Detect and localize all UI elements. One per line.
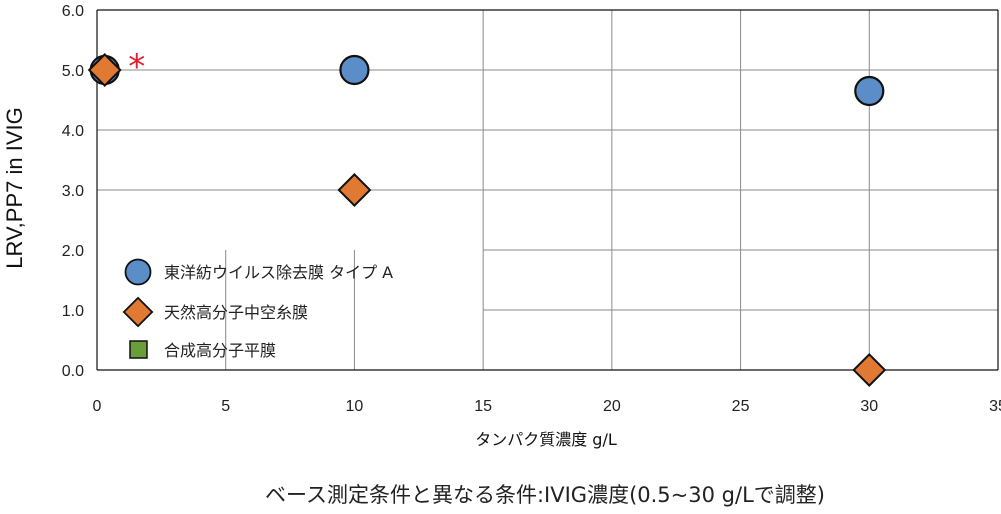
y-tick-label: 5.0: [62, 63, 84, 80]
legend-marker-series-1: [124, 258, 152, 286]
y-tick-label: 0.0: [62, 363, 84, 380]
y-tick-label: 3.0: [62, 183, 84, 200]
annotations: *: [128, 47, 145, 87]
x-tick-label: 35: [989, 398, 1001, 415]
asterisk-annotation: *: [128, 47, 145, 87]
data-point-series-2-1: [87, 53, 122, 87]
x-tick-label: 25: [732, 398, 750, 415]
data-points: [87, 53, 887, 387]
y-tick-label: 2.0: [62, 243, 84, 260]
data-point-series-2-2: [337, 173, 372, 207]
x-tick-label: 5: [221, 398, 230, 415]
legend-label-series-3: 合成高分子平膜: [164, 341, 276, 360]
x-tick-labels: 0 5 10 15 20 25 30 35: [93, 398, 1001, 415]
y-tick-label: 4.0: [62, 123, 84, 140]
legend: 東洋紡ウイルス除去膜 タイプ A 天然高分子中空糸膜 合成高分子平膜: [122, 258, 393, 360]
data-point-series-1-2: [339, 54, 370, 86]
data-point-series-2-3: [852, 353, 887, 387]
legend-label-series-2: 天然高分子中空糸膜: [164, 303, 308, 322]
y-axis-title: LRV,PP7 in IVIG: [2, 107, 27, 268]
chart-caption: ベース測定条件と異なる条件:IVIG濃度(0.5~30 g/Lで調整): [265, 483, 825, 507]
data-point-series-1-3: [854, 75, 885, 107]
legend-label-series-1: 東洋紡ウイルス除去膜 タイプ A: [164, 263, 393, 282]
x-tick-label: 0: [93, 398, 102, 415]
axes: [96, 9, 999, 371]
y-tick-labels: 0.0 1.0 2.0 3.0 4.0 5.0 6.0: [62, 3, 84, 380]
x-axis-title: タンパク質濃度 g/L: [475, 430, 617, 449]
y-tick-label: 1.0: [62, 303, 84, 320]
x-tick-label: 30: [860, 398, 878, 415]
grid-lines: [97, 10, 998, 370]
legend-marker-series-2: [122, 296, 154, 328]
x-tick-label: 10: [346, 398, 364, 415]
y-tick-label: 6.0: [62, 3, 84, 20]
legend-marker-series-3: [129, 340, 148, 359]
x-tick-label: 20: [603, 398, 621, 415]
x-tick-label: 15: [474, 398, 492, 415]
